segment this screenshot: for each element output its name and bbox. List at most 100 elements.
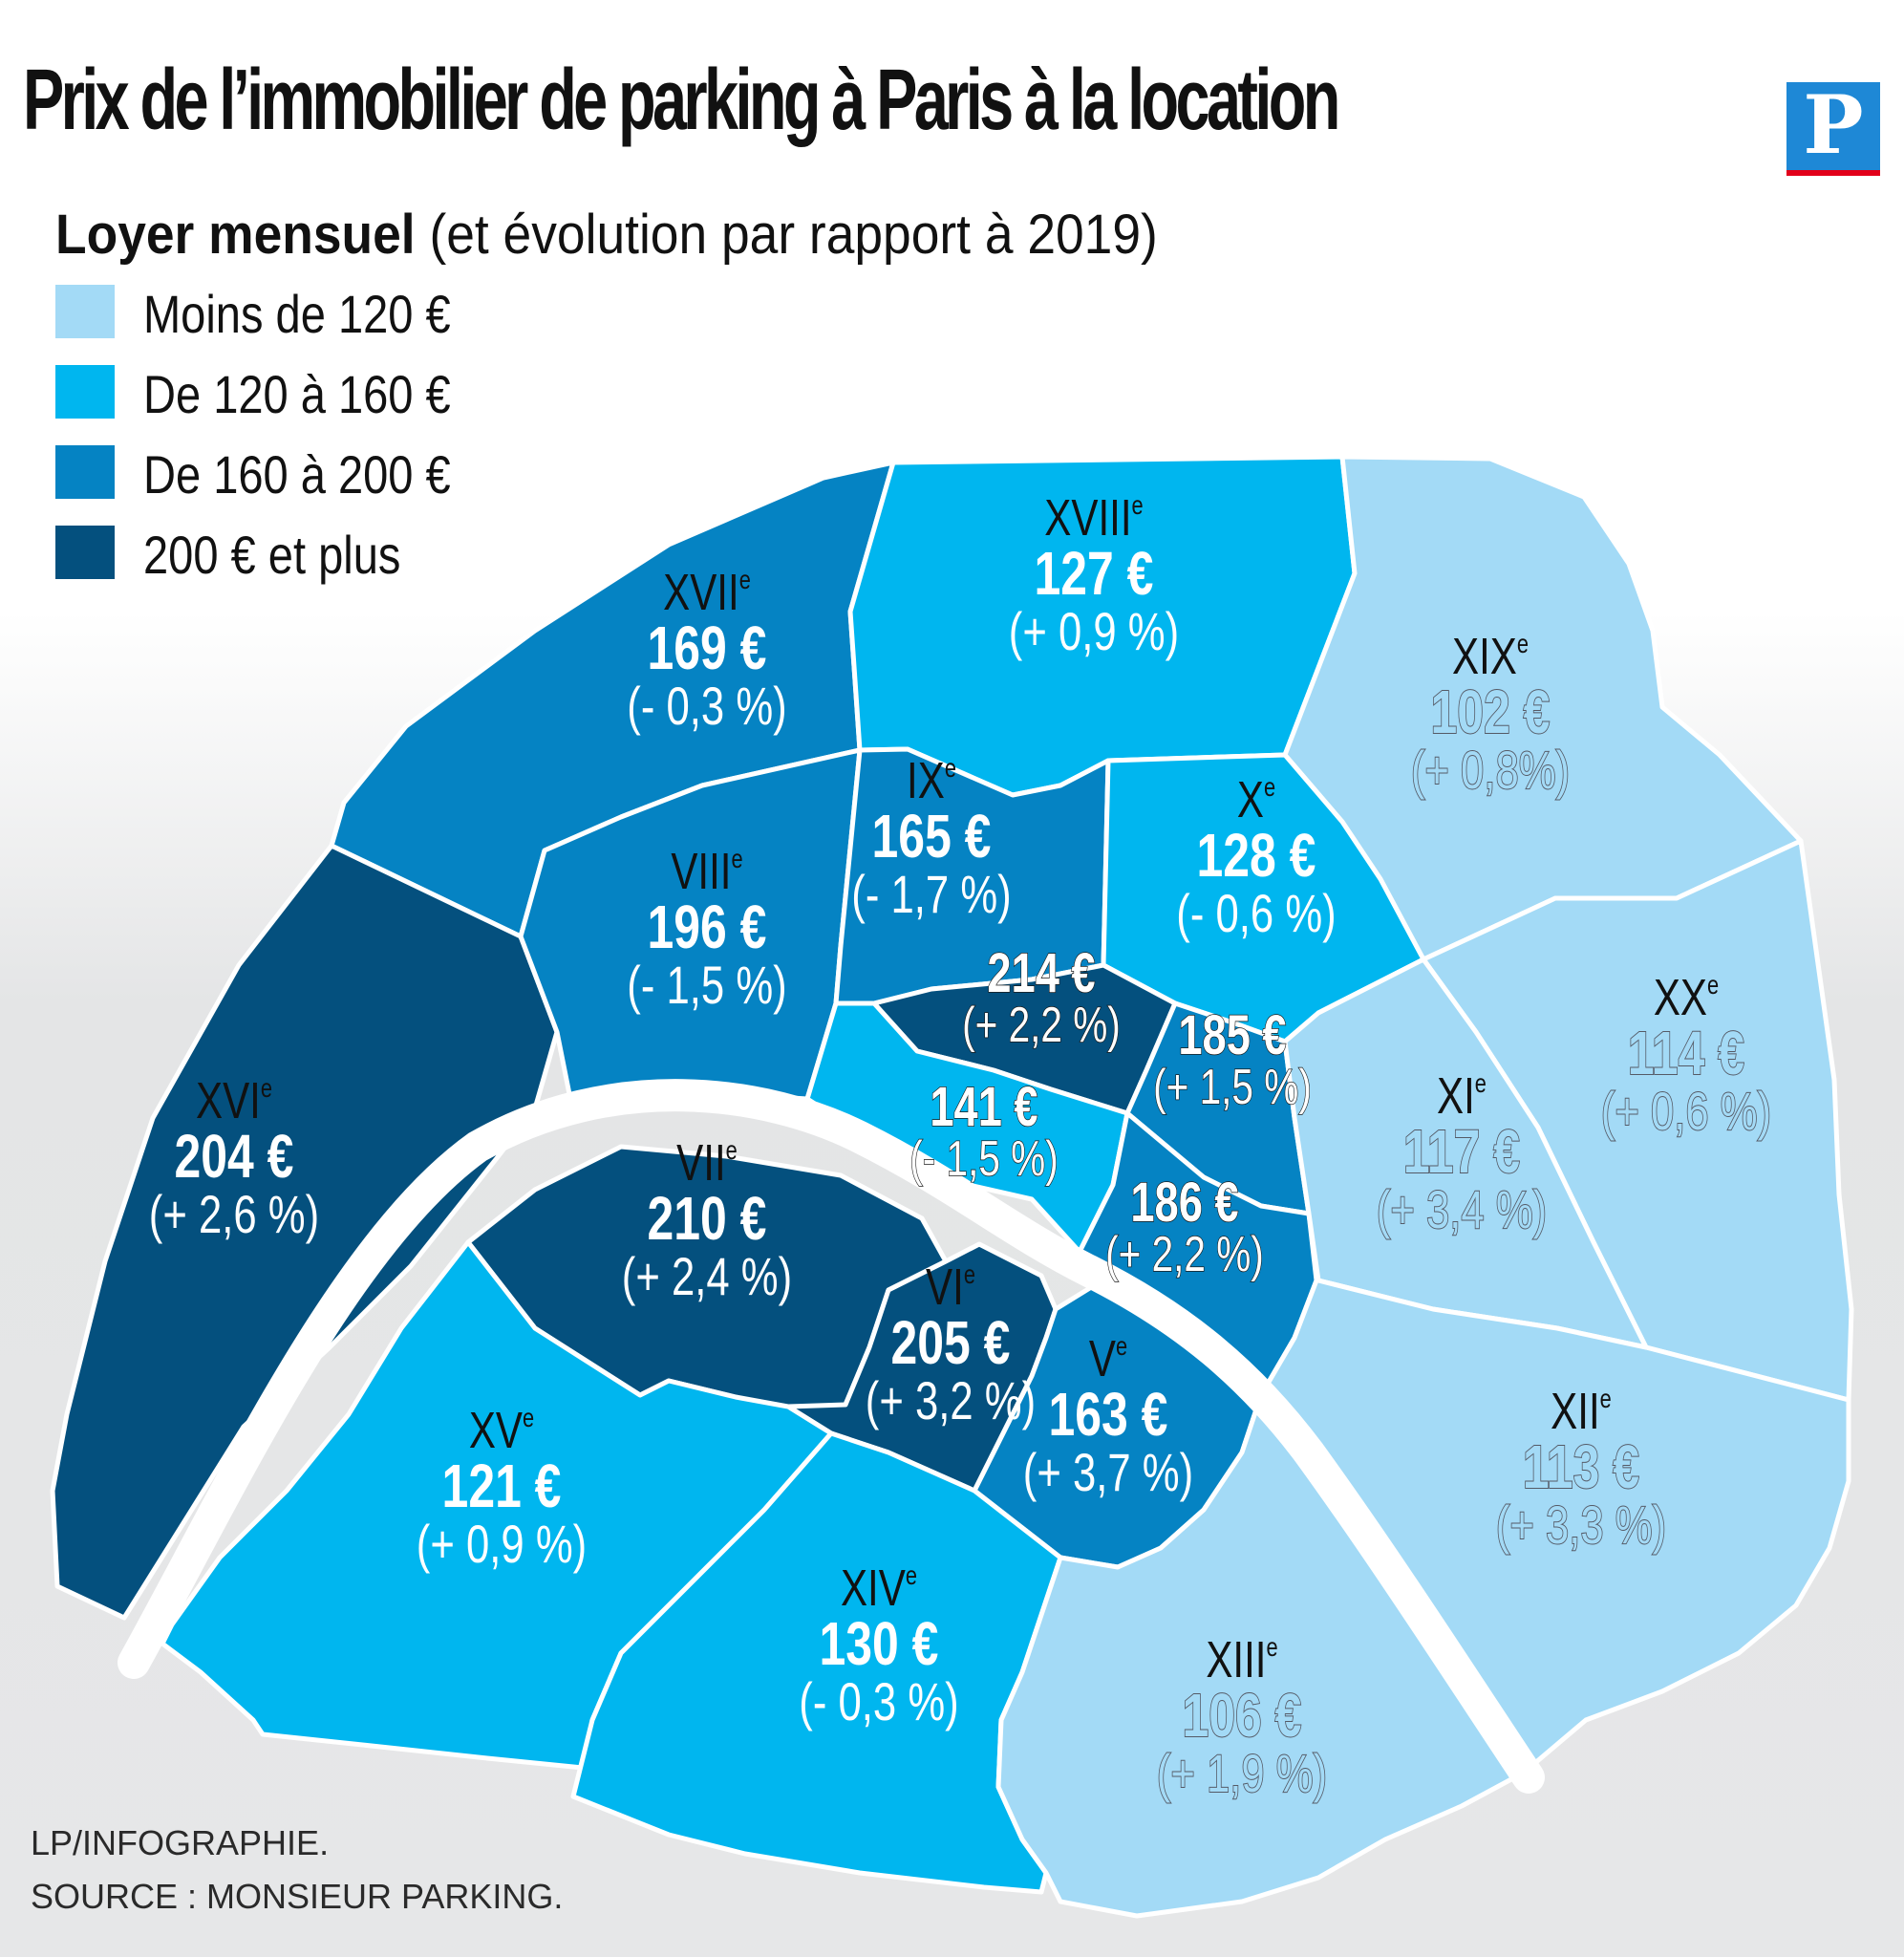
le-parisien-logo: P xyxy=(1786,82,1880,176)
arrondissement-name: VIIe xyxy=(676,1134,738,1192)
change-label: (+ 2,2 %) xyxy=(1105,1226,1264,1281)
arrondissement-name: Ve xyxy=(1089,1330,1127,1387)
price-label: 130 € xyxy=(820,1610,939,1678)
label-arrondissement-2: 214 €(+ 2,2 %) xyxy=(962,942,1122,1053)
price-label: 204 € xyxy=(175,1123,294,1191)
change-label: (+ 3,4 %) xyxy=(1377,1180,1547,1239)
arrondissement-16 xyxy=(50,843,560,1621)
arrondissement-name: XIVe xyxy=(841,1559,917,1617)
arrondissement-name: XIIe xyxy=(1551,1383,1612,1440)
price-label: 214 € xyxy=(987,943,1095,1005)
legend-label: Moins de 120 € xyxy=(143,284,451,344)
arrondissement-13 xyxy=(995,1392,1527,1919)
credit-infographie: LP/INFOGRAPHIE. xyxy=(31,1823,330,1862)
price-label: 114 € xyxy=(1628,1020,1744,1087)
legend-label: 200 € et plus xyxy=(143,525,401,585)
change-label: (- 1,5 %) xyxy=(909,1130,1058,1186)
price-label: 196 € xyxy=(648,893,767,961)
arrondissement-name: XIe xyxy=(1437,1067,1487,1125)
price-label: 169 € xyxy=(648,614,767,682)
legend-label: De 120 à 160 € xyxy=(143,364,451,424)
change-label: (+ 2,4 %) xyxy=(622,1247,792,1306)
subtitle-rest: (et évolution par rapport à 2019) xyxy=(429,204,1158,266)
change-label: (+ 3,3 %) xyxy=(1496,1495,1666,1555)
arrondissement-name: XVIIe xyxy=(663,564,751,621)
legend-swatch xyxy=(55,365,115,419)
price-label: 128 € xyxy=(1197,822,1316,890)
change-label: (- 0,3 %) xyxy=(627,677,786,736)
arrondissement-name: XIIIe xyxy=(1206,1631,1277,1688)
arrondissement-name: Xe xyxy=(1237,771,1275,828)
change-label: (- 0,6 %) xyxy=(1176,884,1336,943)
legend-label: De 160 à 200 € xyxy=(143,444,451,505)
arrondissement-name: XVIIIe xyxy=(1044,489,1143,547)
price-label: 121 € xyxy=(442,1452,562,1520)
change-label: (+ 0,6 %) xyxy=(1601,1082,1771,1141)
arrondissement-name: VIIIe xyxy=(671,843,742,900)
price-label: 117 € xyxy=(1403,1118,1520,1186)
price-label: 102 € xyxy=(1431,678,1551,746)
change-label: (+ 3,2 %) xyxy=(866,1371,1036,1430)
arrondissement-name: XVIe xyxy=(196,1072,272,1129)
change-label: (- 1,7 %) xyxy=(851,865,1011,924)
subtitle: Loyer mensuel (et évolution par rapport … xyxy=(55,203,1158,267)
price-label: 106 € xyxy=(1183,1682,1302,1750)
label-arrondissement-3: 185 €(+ 1,5 %) xyxy=(1153,1004,1313,1115)
regions-layer xyxy=(50,454,1854,1919)
price-label: 127 € xyxy=(1035,540,1154,608)
credit-source: SOURCE : MONSIEUR PARKING. xyxy=(31,1877,564,1916)
legend-swatch xyxy=(55,285,115,338)
change-label: (- 1,5 %) xyxy=(627,956,786,1015)
logo-letter: P xyxy=(1803,77,1864,172)
legend-swatch xyxy=(55,526,115,579)
seine-river-band xyxy=(118,1079,1545,1794)
price-label: 210 € xyxy=(648,1185,767,1253)
arrondissement-15 xyxy=(160,1239,834,1771)
price-label: 185 € xyxy=(1178,1005,1286,1067)
change-label: (+ 1,5 %) xyxy=(1153,1059,1312,1114)
price-label: 186 € xyxy=(1130,1172,1238,1235)
change-label: (+ 0,9 %) xyxy=(417,1515,587,1574)
price-label: 163 € xyxy=(1049,1381,1168,1449)
label-arrondissement-1: 141 €(- 1,5 %) xyxy=(909,1076,1059,1187)
price-label: 141 € xyxy=(930,1077,1038,1139)
change-label: (+ 0,9 %) xyxy=(1009,602,1179,661)
arrondissement-name: XXe xyxy=(1654,969,1719,1026)
change-label: (+ 2,2 %) xyxy=(962,997,1121,1052)
change-label: (- 0,3 %) xyxy=(799,1672,958,1731)
seine-river xyxy=(118,1079,1545,1794)
arrondissement-name: XIXe xyxy=(1452,628,1529,685)
change-label: (+ 1,9 %) xyxy=(1157,1744,1327,1803)
arrondissement-name: IXe xyxy=(907,752,956,809)
price-label: 113 € xyxy=(1523,1433,1639,1501)
page-title: Prix de l’immobilier de parking à Paris … xyxy=(23,53,1340,148)
change-label: (+ 2,6 %) xyxy=(149,1185,319,1244)
subtitle-bold: Loyer mensuel xyxy=(55,204,416,266)
arrondissement-name: XVe xyxy=(469,1402,534,1459)
price-label: 165 € xyxy=(872,803,992,871)
change-label: (+ 3,7 %) xyxy=(1023,1443,1193,1502)
label-arrondissement-4: 186 €(+ 2,2 %) xyxy=(1105,1172,1265,1282)
change-label: (+ 0,8%) xyxy=(1411,741,1570,800)
price-label: 205 € xyxy=(891,1309,1011,1377)
legend-swatch xyxy=(55,445,115,499)
arrondissement-name: VIe xyxy=(926,1258,975,1316)
